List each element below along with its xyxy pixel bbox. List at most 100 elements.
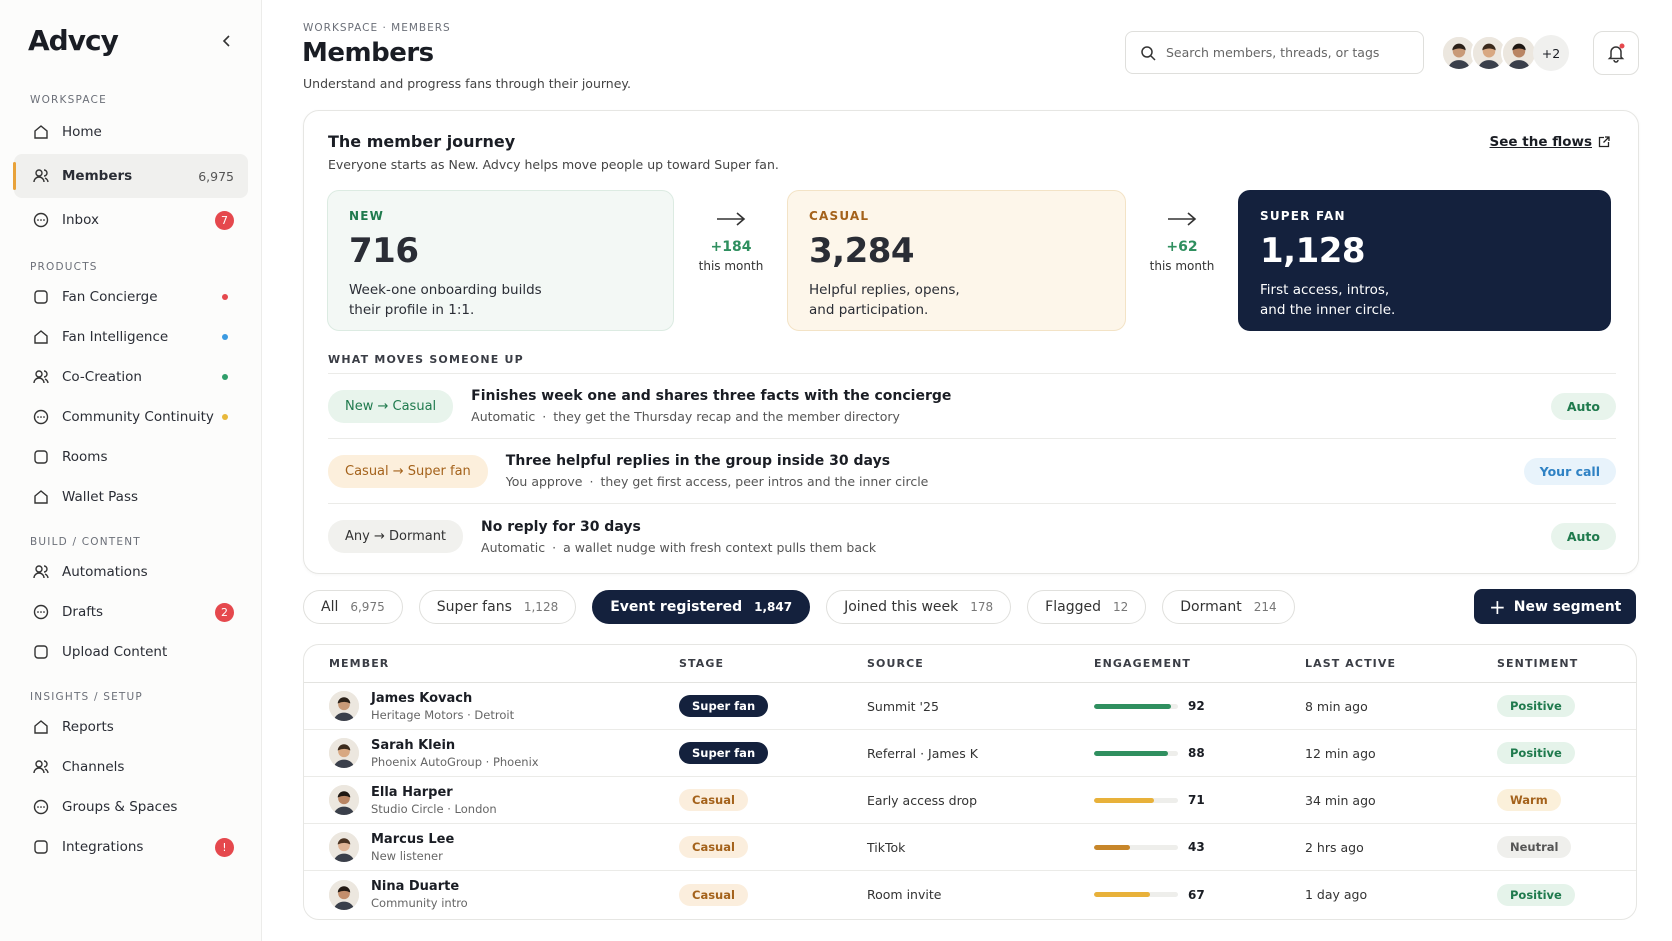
nav-label[interactable]: Fan Concierge <box>62 289 158 305</box>
filter-chip[interactable]: Dormant 214 <box>1162 590 1295 624</box>
nav-label[interactable]: Drafts <box>62 604 104 620</box>
member-info: Marcus Lee New listener <box>371 832 454 863</box>
nav-item[interactable]: Members 6,975 <box>13 154 248 198</box>
engagement-cell: 92 <box>1094 699 1305 713</box>
nav-item[interactable]: Community Continuity <box>14 397 248 437</box>
see-flows-link[interactable]: See the flows <box>1490 134 1610 150</box>
column-header: LAST ACTIVE <box>1305 657 1397 670</box>
nav-item[interactable]: Home <box>14 110 248 154</box>
filter-chip[interactable]: Event registered 1,847 <box>592 590 811 624</box>
nav-label[interactable]: Upload Content <box>62 644 168 660</box>
description-line: and participation. <box>809 302 929 318</box>
nav-label[interactable]: Groups & Spaces <box>62 799 178 815</box>
engagement-cell: 88 <box>1094 746 1305 760</box>
nav-item[interactable]: Upload Content <box>14 632 248 672</box>
description-line: their profile in 1:1. <box>349 302 475 318</box>
stage-card: SUPER FAN 1,128 First access, intros, and t… <box>1238 190 1611 331</box>
filter-label[interactable]: Dormant <box>1180 599 1242 615</box>
filter-chip[interactable]: All 6,975 <box>303 590 403 624</box>
nav-item[interactable]: Fan Concierge <box>14 277 248 317</box>
nav-label[interactable]: Home <box>62 124 102 140</box>
button-label[interactable]: New segment <box>1513 598 1622 615</box>
column-header: MEMBER <box>329 657 390 670</box>
table-row[interactable]: Nina Duarte Community intro Casual Room inv… <box>304 871 1636 918</box>
member-cell: Nina Duarte Community intro <box>329 879 679 910</box>
nav-item[interactable]: Fan Intelligence <box>14 317 248 357</box>
nav-label[interactable]: Community Continuity <box>62 409 214 425</box>
filter-chip[interactable]: Super fans 1,128 <box>418 590 577 624</box>
nav-item[interactable]: Wallet Pass <box>14 477 248 517</box>
nav-label[interactable]: Reports <box>62 719 114 735</box>
filter-count: 6,975 <box>350 600 385 614</box>
avatar[interactable] <box>1501 35 1537 71</box>
nav-item[interactable]: Automations <box>14 552 248 592</box>
member-avatar <box>329 832 359 862</box>
filter-label[interactable]: Joined this week <box>844 599 959 615</box>
filter-chip[interactable]: Flagged 12 <box>1027 590 1147 624</box>
section: Reports Channels Groups & Spaces Integratio… <box>14 707 248 867</box>
page-title: Members <box>302 38 434 68</box>
transition-delta: +62 <box>1166 239 1198 255</box>
search-box[interactable]: Search members, threads, or tags <box>1125 31 1424 74</box>
link-text[interactable]: See the flows <box>1489 134 1592 150</box>
table-row[interactable]: Ella Harper Studio Circle · London Casual E… <box>304 777 1636 824</box>
member-info: Ella Harper Studio Circle · London <box>371 785 497 816</box>
avatar-more[interactable]: +2 <box>1533 35 1569 71</box>
section: Fan Concierge Fan Intelligence Co-Creation… <box>14 277 248 517</box>
nav-item[interactable]: Reports <box>14 707 248 747</box>
filter-label[interactable]: All <box>321 599 339 615</box>
nav-item[interactable]: Rooms <box>14 437 248 477</box>
nav-label[interactable]: Fan Intelligence <box>62 329 169 345</box>
nav-icon <box>33 604 49 620</box>
nav-label[interactable]: Wallet Pass <box>62 489 139 505</box>
source-cell: Early access drop <box>867 792 978 808</box>
sentiment-cell: Warm <box>1497 789 1636 811</box>
rules-title: WHAT MOVES SOMEONE UP <box>328 353 524 366</box>
nav-item[interactable]: Drafts 2 <box>14 592 248 632</box>
nav-label[interactable]: Channels <box>62 759 125 775</box>
collapse-button[interactable] <box>220 34 234 48</box>
section-title: INSIGHTS / SETUP <box>30 691 143 703</box>
stage-description: First access, intros, and the inner circl… <box>1260 280 1589 320</box>
filter-label[interactable]: Flagged <box>1045 599 1101 615</box>
engagement-bar <box>1094 703 1172 709</box>
table-row[interactable]: Sarah Klein Phoenix AutoGroup · Phoenix Su… <box>304 730 1636 777</box>
member-cell: Marcus Lee New listener <box>329 832 679 863</box>
table-row[interactable]: James Kovach Heritage Motors · Detroit Sup… <box>304 683 1636 730</box>
member-org: Community intro <box>371 896 468 910</box>
filter-label[interactable]: Super fans <box>436 599 512 615</box>
stage-card: NEW 716 Week-one onboarding builds their pr… <box>327 190 674 331</box>
nav-label[interactable]: Rooms <box>62 449 108 465</box>
section: Automations Drafts 2 Upload Content <box>14 552 248 672</box>
nav-item[interactable]: Groups & Spaces <box>14 787 248 827</box>
new-segment-button[interactable]: + New segment <box>1474 589 1637 624</box>
nav-item[interactable]: Channels <box>14 747 248 787</box>
nav-label[interactable]: Automations <box>62 564 148 580</box>
nav-item[interactable]: Inbox 7 <box>14 198 248 242</box>
journey-subtitle: Everyone starts as New. Advcy helps move… <box>328 157 779 172</box>
stage-cell: Super fan <box>679 742 867 764</box>
nav-item[interactable]: Integrations! <box>14 827 248 867</box>
description-line: and the inner circle. <box>1260 302 1396 318</box>
stage-pill: Super fan <box>679 695 769 717</box>
transition-period: this month <box>698 259 764 273</box>
nav-item[interactable]: Co-Creation <box>14 357 248 397</box>
nav-label[interactable]: Co-Creation <box>62 369 142 385</box>
notifications-button[interactable] <box>1593 31 1639 75</box>
avatar[interactable] <box>1441 35 1477 71</box>
member-avatar <box>329 785 359 815</box>
avatar-group[interactable]: +2 <box>1441 32 1569 74</box>
nav-label[interactable]: Inbox <box>62 212 99 228</box>
filter-chip[interactable]: Joined this week 178 <box>826 590 1012 624</box>
section-title: WORKSPACE <box>30 94 107 106</box>
engagement-track <box>1094 892 1178 897</box>
member-org: Studio Circle · London <box>371 801 497 816</box>
rule-detail: Automatic · a wallet nudge with fresh cont… <box>481 540 876 555</box>
table-row[interactable]: Marcus Lee New listener Casual TikTok 43 2 hr… <box>304 824 1636 871</box>
nav-label[interactable]: Integrations <box>62 839 144 855</box>
move-pill: Casual → Super fan <box>328 454 488 488</box>
nav-label[interactable]: Members <box>62 168 133 184</box>
filter-label[interactable]: Event registered <box>610 599 743 615</box>
engagement-cell: 71 <box>1094 793 1305 807</box>
logo[interactable]: Advcy <box>28 24 119 57</box>
